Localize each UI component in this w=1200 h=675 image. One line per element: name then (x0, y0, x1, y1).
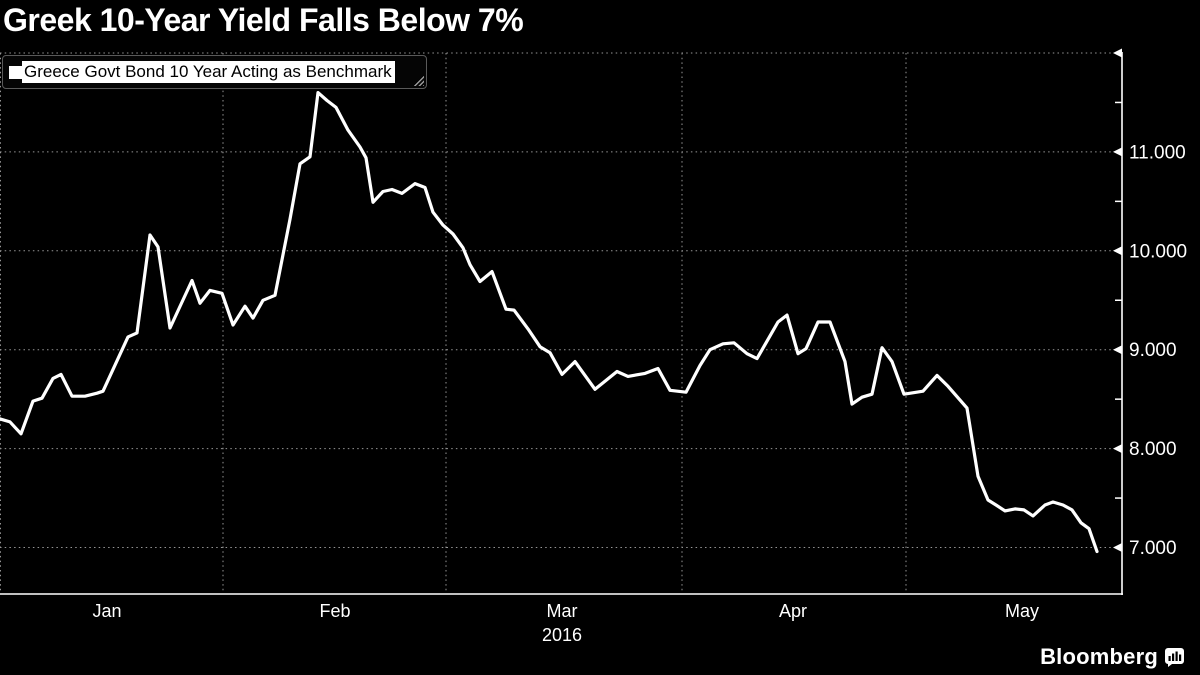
x-axis-month-label: Jan (92, 601, 121, 621)
y-axis-tick-arrow-icon (1113, 543, 1122, 553)
legend-resize-handle-icon[interactable] (413, 75, 424, 86)
y-axis-tick-label: 9.000 (1129, 340, 1177, 361)
x-axis-month-label: May (1005, 601, 1039, 621)
y-axis-tick-label: 8.000 (1129, 439, 1177, 460)
yield-line-series (0, 90, 1099, 554)
x-axis-month-label: Mar (547, 601, 578, 621)
bloomberg-logo: Bloomberg (1040, 644, 1184, 670)
y-axis-tick-label: 10.000 (1129, 241, 1187, 262)
legend-box[interactable]: Greece Govt Bond 10 Year Acting as Bench… (2, 55, 427, 89)
y-axis-tick-arrow-icon (1113, 48, 1122, 58)
x-axis-month-label: Feb (319, 601, 350, 621)
bloomberg-terminal-icon (1165, 647, 1184, 667)
y-axis-tick-arrow-icon (1113, 345, 1122, 355)
series-swatch-icon (9, 65, 22, 79)
x-axis-month-label: Apr (779, 601, 807, 621)
y-axis-tick-label: 7.000 (1129, 538, 1177, 559)
series-label: Greece Govt Bond 10 Year Acting as Bench… (22, 61, 395, 83)
x-axis-year-label: 2016 (542, 625, 582, 645)
y-axis-tick-label: 11.000 (1129, 142, 1186, 163)
y-axis-tick-arrow-icon (1113, 444, 1122, 454)
chart-title: Greek 10-Year Yield Falls Below 7% (3, 2, 524, 38)
bloomberg-logo-text: Bloomberg (1040, 644, 1158, 669)
y-axis-tick-arrow-icon (1113, 246, 1122, 256)
y-axis-tick-arrow-icon (1113, 147, 1122, 157)
